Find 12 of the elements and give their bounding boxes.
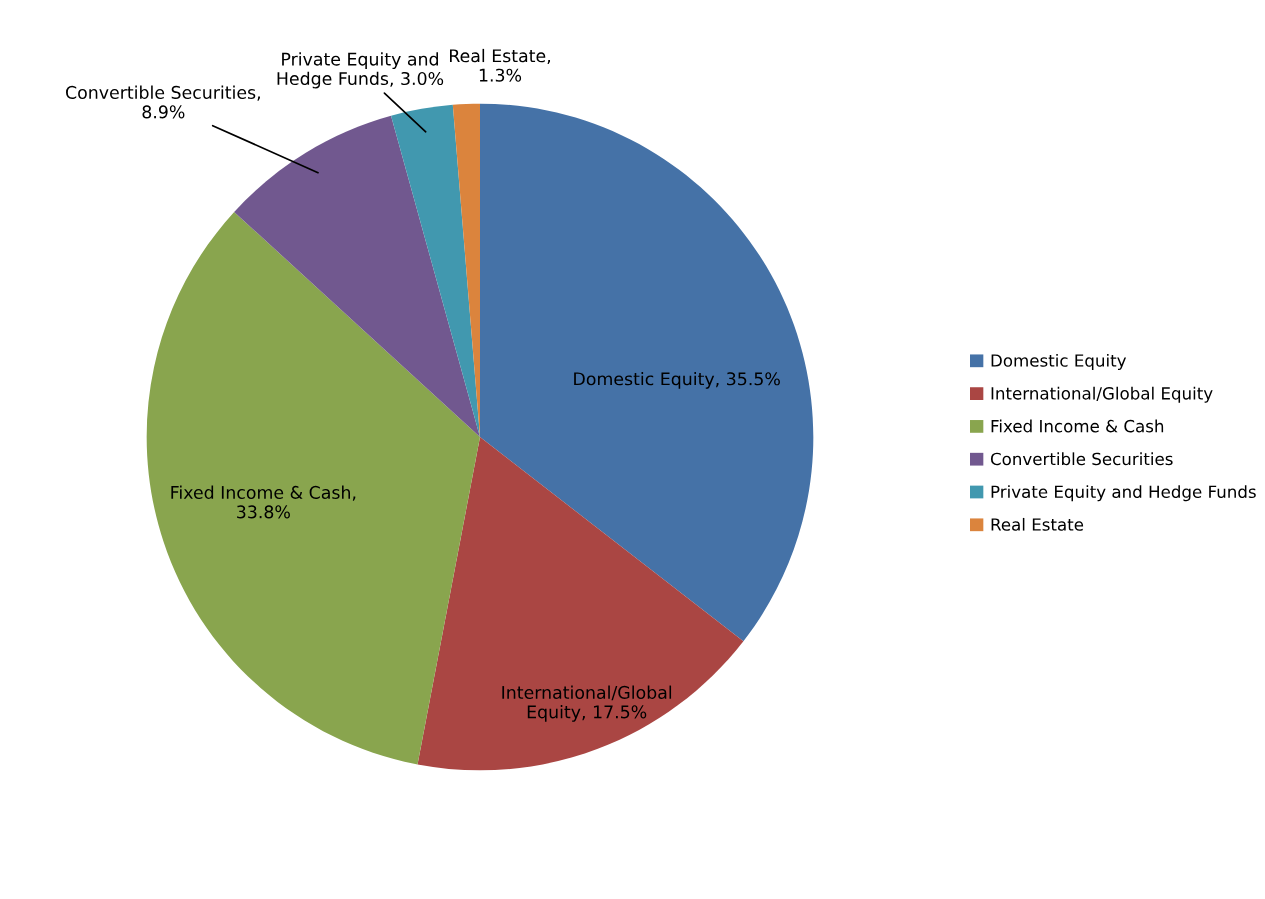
data-label: International/Global Equity, 17.5%: [502, 685, 672, 722]
legend-label: International/Global Equity: [991, 386, 1213, 403]
legend-label: Convertible Securities: [990, 452, 1173, 466]
data-label: Convertible Securities, 8.9%: [66, 85, 260, 119]
legend-label: Real Estate: [991, 517, 1084, 531]
data-label: Fixed Income & Cash, 33.8%: [171, 485, 356, 519]
data-label: Private Equity and Hedge Funds, 3.0%: [277, 52, 444, 89]
legend-label: Fixed Income & Cash: [991, 419, 1164, 433]
data-label: Real Estate, 1.3%: [450, 48, 551, 82]
legend-label: Domestic Equity: [991, 353, 1127, 371]
data-label: Domestic Equity, 35.5%: [574, 371, 780, 389]
legend-label: Private Equity and Hedge Funds: [991, 485, 1256, 502]
